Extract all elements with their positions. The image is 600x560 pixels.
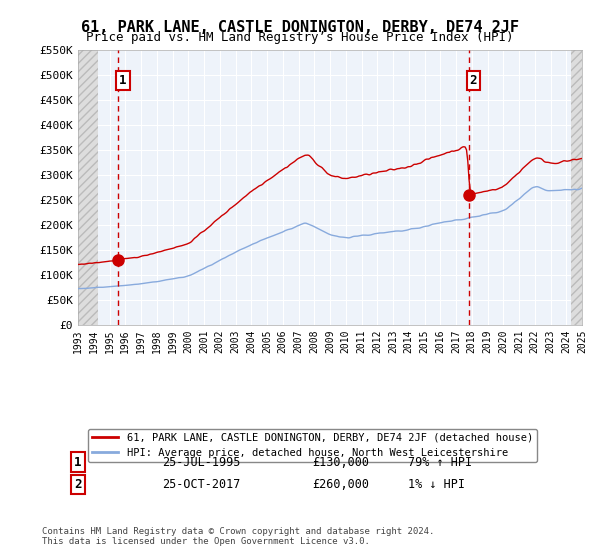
Legend: 61, PARK LANE, CASTLE DONINGTON, DERBY, DE74 2JF (detached house), HPI: Average : 61, PARK LANE, CASTLE DONINGTON, DERBY, … bbox=[88, 429, 537, 462]
Text: 25-JUL-1995: 25-JUL-1995 bbox=[162, 455, 241, 469]
Text: 1: 1 bbox=[74, 455, 82, 469]
Text: Contains HM Land Registry data © Crown copyright and database right 2024.
This d: Contains HM Land Registry data © Crown c… bbox=[42, 526, 434, 546]
Text: 2: 2 bbox=[470, 74, 477, 87]
Text: 1% ↓ HPI: 1% ↓ HPI bbox=[408, 478, 465, 491]
Text: 61, PARK LANE, CASTLE DONINGTON, DERBY, DE74 2JF: 61, PARK LANE, CASTLE DONINGTON, DERBY, … bbox=[81, 20, 519, 35]
Text: Price paid vs. HM Land Registry’s House Price Index (HPI): Price paid vs. HM Land Registry’s House … bbox=[86, 31, 514, 44]
Text: 79% ↑ HPI: 79% ↑ HPI bbox=[408, 455, 472, 469]
Text: 1: 1 bbox=[119, 74, 127, 87]
Text: £260,000: £260,000 bbox=[312, 478, 369, 491]
Text: £130,000: £130,000 bbox=[312, 455, 369, 469]
Text: 25-OCT-2017: 25-OCT-2017 bbox=[162, 478, 241, 491]
Text: 2: 2 bbox=[74, 478, 82, 491]
